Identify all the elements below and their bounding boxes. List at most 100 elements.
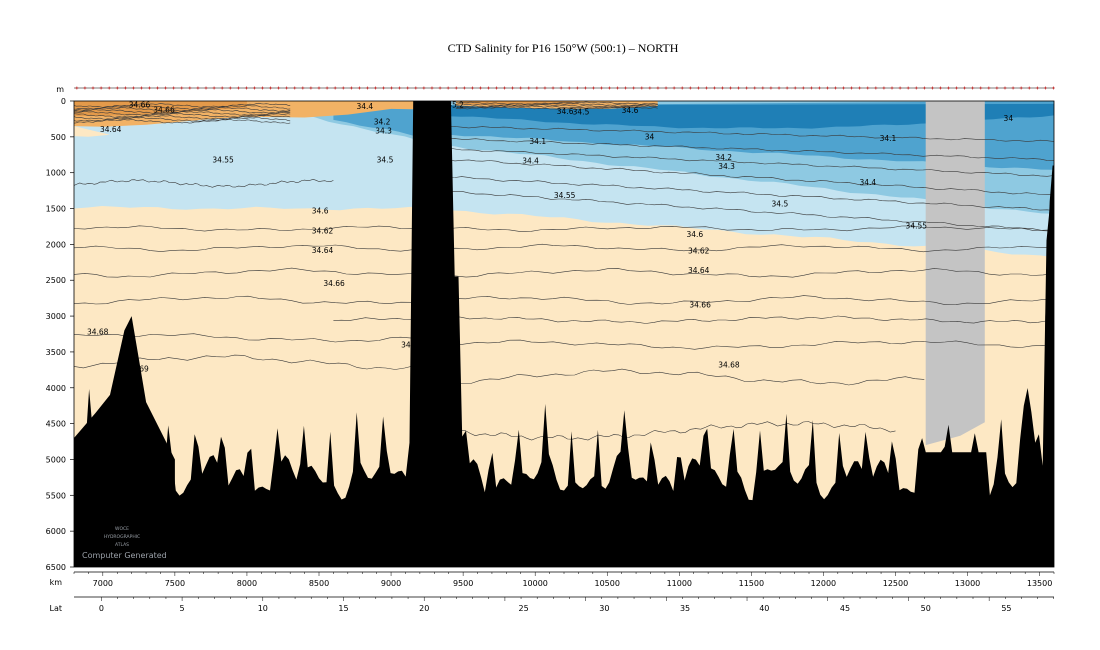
contour-label-text: 34.66 bbox=[153, 105, 175, 114]
depth-tick-label: 500 bbox=[51, 133, 66, 142]
contour-label: 34.62 bbox=[688, 247, 710, 256]
contour-34-45 bbox=[434, 158, 1054, 195]
contour-34-52 bbox=[434, 189, 1054, 232]
contour-surface-east bbox=[455, 105, 658, 109]
contour-34-66 bbox=[74, 267, 1054, 278]
contour-label: 34.68 bbox=[718, 361, 740, 370]
contour-surface-west bbox=[74, 117, 291, 122]
contour-label: 34.5 bbox=[377, 156, 394, 165]
contour-label-text: 34.3 bbox=[375, 126, 392, 135]
lat-tick-label: 30 bbox=[599, 604, 609, 613]
contour-label: 34.5 bbox=[772, 199, 789, 208]
contour-label: 34.3 bbox=[718, 162, 735, 171]
lat-axis: 0 5 10 15 20 25 30 35 40 45 50 55 bbox=[74, 596, 1054, 613]
km-tick-label: 10500 bbox=[595, 579, 620, 588]
contour-label-text: 34 bbox=[1004, 114, 1014, 123]
km-axis-label: km bbox=[50, 578, 63, 587]
km-tick-label: 9500 bbox=[453, 579, 473, 588]
depth-tick-label: 3500 bbox=[46, 348, 66, 357]
contour-label-text: 34.3 bbox=[718, 162, 735, 171]
km-tick-label: 13000 bbox=[955, 579, 980, 588]
contour-34-68 bbox=[74, 333, 1054, 350]
contour-34-35 bbox=[434, 147, 1054, 177]
contour-label-text: 34.62 bbox=[312, 227, 334, 236]
lat-tick-label: 55 bbox=[1001, 604, 1011, 613]
contour-surface-west bbox=[74, 111, 291, 116]
contour-label-text: 34.66 bbox=[689, 300, 711, 309]
km-tick-label: 10000 bbox=[522, 579, 547, 588]
depth-tick-label: 2500 bbox=[46, 276, 66, 285]
chart-title: CTD Salinity for P16 150°W (500:1) – NOR… bbox=[448, 41, 679, 55]
contour-label-text: 34.64 bbox=[312, 246, 334, 255]
km-axis: 7000 7500 8000 8500 9000 9500 10000 10500 11000 1… bbox=[73, 571, 1055, 588]
contour-34-69 bbox=[74, 354, 925, 386]
contour-label-text: 34.55 bbox=[554, 191, 576, 200]
km-tick-label: 11000 bbox=[667, 579, 692, 588]
lat-tick-label: 20 bbox=[419, 604, 429, 613]
salty-lens-west bbox=[74, 126, 110, 137]
data-gap bbox=[925, 101, 985, 446]
contour-label: 34.55 bbox=[212, 156, 234, 165]
contour-label: 35.2 bbox=[447, 100, 464, 109]
shelf-north bbox=[1042, 165, 1054, 567]
contour-34-25 bbox=[434, 138, 1054, 161]
contour-label-text: 34 bbox=[645, 133, 655, 142]
contour-label-text: 34.66 bbox=[129, 100, 151, 109]
contour-label: 34.66 bbox=[689, 300, 711, 309]
contour-label-text: 34.6 bbox=[312, 207, 329, 216]
contour-label-text: 34.6 bbox=[557, 107, 574, 116]
watermark-hydrographic: HYDROGRAPHIC bbox=[104, 534, 140, 540]
contour-surface-west bbox=[74, 102, 291, 108]
contour-label: 34.55 bbox=[906, 222, 928, 231]
salty-core-east bbox=[463, 101, 579, 106]
depth-axis-unit: m bbox=[56, 85, 64, 94]
contour-surface-east bbox=[455, 101, 658, 105]
ridge-west bbox=[74, 316, 175, 567]
contour-label-text: 34.6 bbox=[622, 106, 639, 115]
km-tick-label: 8500 bbox=[309, 579, 329, 588]
contour-label-text: 34.64 bbox=[688, 266, 710, 275]
lat-tick-label: 25 bbox=[519, 604, 529, 613]
km-tick-label: 7500 bbox=[165, 579, 185, 588]
contour-surface-east bbox=[455, 106, 658, 110]
contour-34-15 bbox=[434, 125, 1054, 142]
contour-label-text: 34.5 bbox=[573, 108, 590, 117]
contour-label: 34.4 bbox=[522, 156, 539, 165]
depth-tick-label: 4000 bbox=[46, 384, 66, 393]
contour-label-text: 34.64 bbox=[100, 125, 122, 134]
contour-label-text: 34.1 bbox=[529, 137, 546, 146]
contour-label: 34.66 bbox=[153, 105, 175, 114]
contour-label: 34.68 bbox=[87, 328, 109, 337]
contour-surface-west bbox=[74, 106, 291, 112]
seamount-hawaii bbox=[421, 101, 458, 567]
contour-label: 34.5 bbox=[573, 108, 590, 117]
lat-tick-label: 0 bbox=[99, 604, 104, 613]
watermark-woce: WOCE bbox=[115, 526, 129, 532]
salty-core-west bbox=[74, 101, 247, 117]
depth-tick-label: 4500 bbox=[46, 420, 66, 429]
contour-34-55-west bbox=[74, 178, 334, 188]
depth-tick-label: 3000 bbox=[46, 312, 66, 321]
contour-label: 34.6 bbox=[622, 106, 639, 115]
km-tick-label: 8000 bbox=[237, 579, 257, 588]
contour-label: 34.1 bbox=[529, 137, 546, 146]
contour-label-text: 34.2 bbox=[715, 153, 732, 162]
contour-label: 34.66 bbox=[129, 100, 151, 109]
salinity-band-34-0 bbox=[448, 103, 1054, 129]
contour-label: 34.66 bbox=[323, 279, 345, 288]
lat-tick-label: 50 bbox=[921, 604, 931, 613]
lat-tick-label: 35 bbox=[680, 604, 690, 613]
depth-tick-label: 0 bbox=[61, 97, 66, 106]
km-tick-label: 12500 bbox=[883, 579, 908, 588]
contour-label-text: 34.4 bbox=[356, 102, 373, 111]
contour-label-text: 34.62 bbox=[688, 247, 710, 256]
contour-label: 34.4 bbox=[859, 178, 876, 187]
contour-label: 34.2 bbox=[715, 153, 732, 162]
contour-label: 34.6 bbox=[687, 230, 704, 239]
bathymetry bbox=[74, 101, 1054, 567]
lat-tick-label: 40 bbox=[759, 604, 769, 613]
woce-logo: WOCE HYDROGRAPHIC ATLAS bbox=[104, 526, 140, 548]
contour-label-text: 34.68 bbox=[87, 328, 109, 337]
contour-34-64 bbox=[74, 243, 1054, 253]
contour-label: 34.62 bbox=[312, 227, 334, 236]
